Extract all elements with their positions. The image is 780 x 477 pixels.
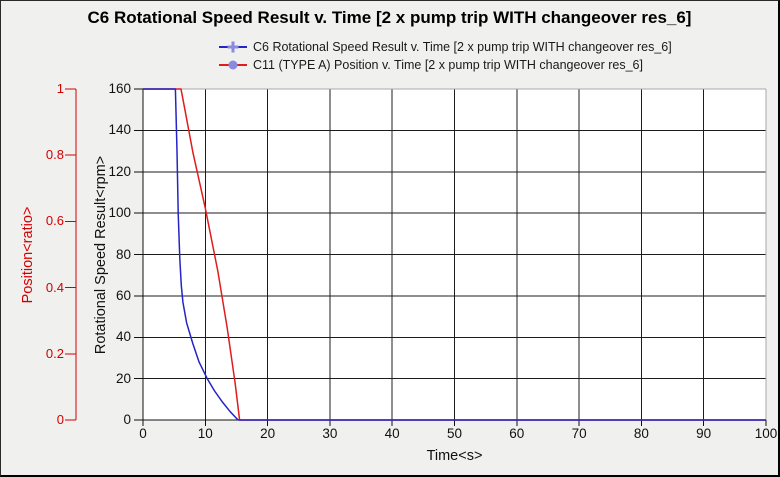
legend-item-label: C11 (TYPE A) Position v. Time [2 x pump … bbox=[253, 58, 643, 72]
speed-tick-label: 40 bbox=[115, 329, 131, 345]
speed-tick-label: 20 bbox=[115, 370, 131, 386]
time-tick-label: 30 bbox=[322, 426, 338, 441]
legend-line-sample bbox=[219, 60, 247, 70]
position-axis-title: Position<ratio> bbox=[20, 206, 36, 303]
time-tick-label: 70 bbox=[571, 426, 587, 441]
position-tick-label: 0.8 bbox=[45, 147, 64, 163]
time-tick-label: 0 bbox=[139, 426, 147, 441]
time-tick-label: 20 bbox=[260, 426, 276, 441]
speed-tick-label: 0 bbox=[123, 412, 131, 427]
time-tick-label: 60 bbox=[509, 426, 525, 441]
time-tick-label: 90 bbox=[696, 426, 712, 441]
legend-item-c6-speed: C6 Rotational Speed Result v. Time [2 x … bbox=[219, 38, 672, 56]
time-tick-label: 100 bbox=[754, 426, 778, 441]
speed-tick-label: 140 bbox=[108, 122, 131, 138]
speed-tick-label: 120 bbox=[108, 163, 131, 179]
position-tick-label: 0.2 bbox=[45, 345, 64, 361]
circle-marker-icon bbox=[228, 60, 238, 70]
plus-marker-icon bbox=[231, 41, 235, 53]
speed-tick-label: 60 bbox=[115, 287, 131, 303]
time-tick-label: 10 bbox=[197, 426, 213, 441]
time-tick-label: 40 bbox=[384, 426, 400, 441]
series-line-c11-position bbox=[143, 88, 766, 421]
time-tick-label: 50 bbox=[446, 426, 463, 441]
position-tick-label: 0.6 bbox=[45, 213, 64, 229]
chart-legend: C6 Rotational Speed Result v. Time [2 x … bbox=[219, 38, 672, 74]
speed-tick-label: 160 bbox=[108, 81, 131, 96]
speed-tick-label: 80 bbox=[115, 246, 131, 262]
time-tick-label: 80 bbox=[633, 426, 649, 441]
position-tick-label: 0 bbox=[56, 412, 64, 427]
position-tick-label: 0.4 bbox=[45, 279, 64, 295]
time-axis-title: Time<s> bbox=[426, 448, 483, 464]
legend-item-c11-position: C11 (TYPE A) Position v. Time [2 x pump … bbox=[219, 56, 672, 74]
speed-tick-label: 100 bbox=[108, 205, 131, 221]
legend-item-label: C6 Rotational Speed Result v. Time [2 x … bbox=[253, 40, 672, 54]
legend-line-sample bbox=[219, 41, 247, 53]
chart-title: C6 Rotational Speed Result v. Time [2 x … bbox=[87, 8, 692, 27]
position-tick-label: 1 bbox=[56, 81, 64, 96]
speed-axis-title: Rotational Speed Result<rpm> bbox=[93, 155, 109, 354]
series-line-c6-speed bbox=[143, 88, 766, 421]
